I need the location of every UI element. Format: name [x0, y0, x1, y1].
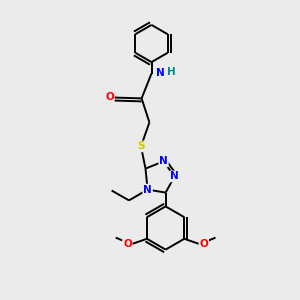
- Text: H: H: [167, 67, 176, 77]
- Text: N: N: [170, 171, 179, 182]
- Text: S: S: [137, 141, 145, 152]
- Text: O: O: [123, 239, 132, 249]
- Text: O: O: [105, 92, 114, 103]
- Text: N: N: [155, 68, 164, 79]
- Text: N: N: [143, 184, 152, 195]
- Text: N: N: [159, 156, 168, 167]
- Text: O: O: [200, 239, 208, 249]
